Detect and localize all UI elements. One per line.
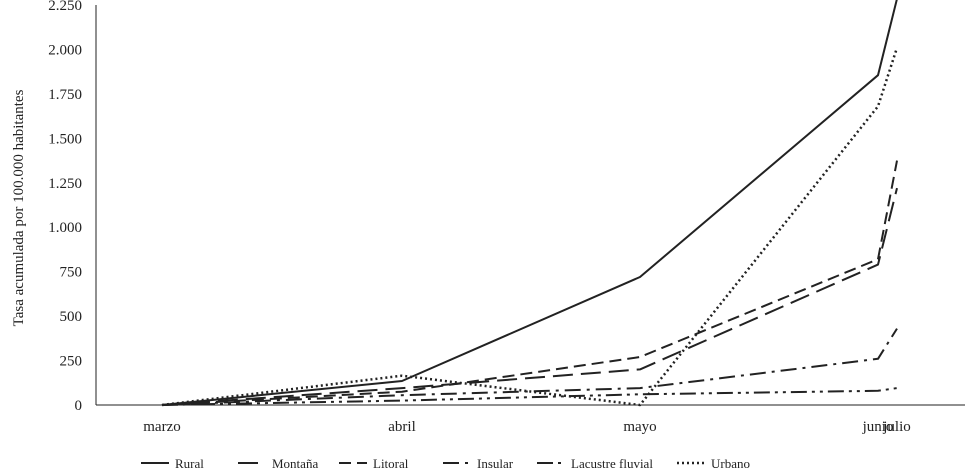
- y-tick-label: 1.000: [48, 220, 82, 236]
- y-tick-label: 1.750: [48, 87, 82, 103]
- series-line: [161, 187, 898, 406]
- legend-label: Litoral: [373, 456, 409, 471]
- legend-label: Lacustre fluvial: [571, 456, 653, 471]
- x-tick-label: marzo: [143, 419, 180, 435]
- y-tick-label: 1.500: [48, 131, 82, 147]
- series-lines: [161, 0, 899, 407]
- legend-label: Rural: [175, 456, 204, 471]
- series-line: [161, 160, 898, 406]
- legend-label: Urbano: [711, 456, 750, 471]
- series-line: [161, 47, 899, 407]
- y-tick-label: 250: [60, 354, 83, 370]
- series-line: [161, 387, 898, 406]
- y-tick-label: 1.250: [48, 176, 82, 192]
- legend-label: Montaña: [272, 456, 318, 471]
- series-line: [161, 0, 898, 406]
- legend-label: Insular: [477, 456, 514, 471]
- y-axis-title: Tasa acumulada por 100.000 habitantes: [11, 89, 27, 326]
- x-tick-label: junio: [862, 419, 894, 435]
- legend: Rural Montaña Litoral Insular Lacustre fluvi…: [141, 456, 750, 471]
- x-tick-label: julio: [882, 419, 911, 435]
- x-tick-label: mayo: [623, 419, 656, 435]
- series-line: [161, 328, 898, 406]
- x-tick-label: abril: [388, 419, 416, 435]
- y-tick-label: 2.000: [48, 42, 82, 58]
- y-axis-ticks: 0 250 500 750 1.000 1.250 1.500 1.750 2.000 2.250: [48, 0, 82, 414]
- y-tick-label: 500: [60, 309, 83, 325]
- y-tick-label: 2.250: [48, 0, 82, 14]
- y-tick-label: 0: [75, 398, 83, 414]
- y-tick-label: 750: [60, 265, 83, 281]
